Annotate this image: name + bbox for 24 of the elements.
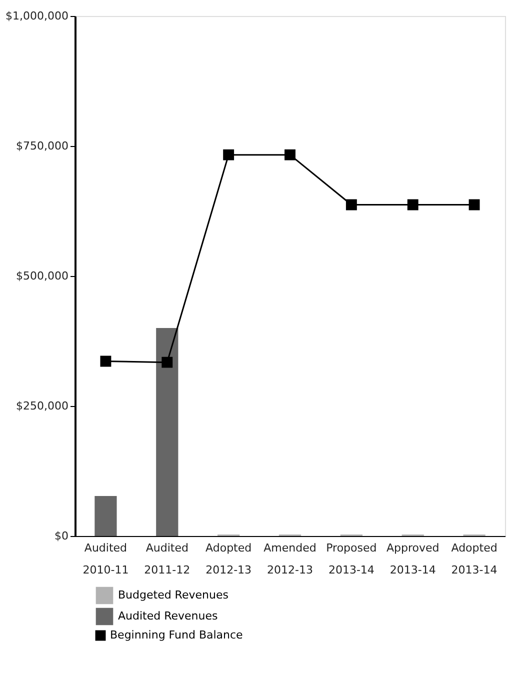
- y-tick-label: $250,000: [16, 400, 68, 412]
- point: [162, 356, 173, 368]
- x-tick-label: Approved 2013-14: [386, 542, 440, 576]
- legend-label: Budgeted Revenues: [118, 588, 229, 602]
- y-tick-label: $1,000,000: [6, 10, 68, 22]
- x-tick-label: Audited 2010-11: [82, 542, 129, 576]
- y-tick-label: $0: [54, 530, 68, 542]
- point: [346, 199, 357, 210]
- point: [468, 199, 480, 210]
- bar: [156, 328, 178, 536]
- x-tick-label: Adopted 2012-13: [206, 542, 252, 576]
- point: [407, 199, 418, 210]
- x-tick-label: Amended 2012-13: [264, 542, 316, 576]
- point: [284, 149, 296, 160]
- x-tick-label: Adopted 2013-14: [451, 542, 498, 576]
- x-tick-label: Audited 2011-12: [144, 542, 190, 576]
- y-tick-label: $500,000: [16, 270, 68, 282]
- legend-label: Beginning Fund Balance: [110, 628, 244, 642]
- point: [100, 356, 112, 367]
- y-tick-label: $750,000: [16, 140, 68, 152]
- point: [223, 149, 234, 160]
- bar: [94, 496, 117, 536]
- x-tick-label: Proposed 2013-14: [326, 542, 377, 576]
- legend-label: Audited Revenues: [118, 610, 218, 622]
